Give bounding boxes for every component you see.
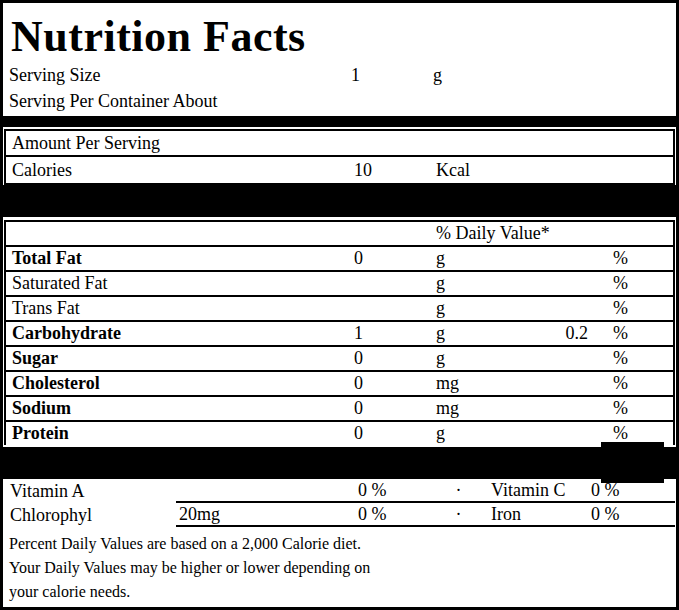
separator-bar-notch — [601, 442, 664, 483]
table-row-protein: Protein 0 g % — [6, 422, 673, 445]
daily-value-header: % Daily Value* — [436, 223, 550, 244]
nutrient-percent-sign: % — [596, 323, 673, 344]
daily-value-header-row: % Daily Value* — [6, 222, 673, 247]
nutrient-percent-sign: % — [596, 423, 673, 444]
amount-per-serving-label: Amount Per Serving — [12, 133, 160, 154]
vitamin-name: Chlorophyl — [4, 503, 176, 527]
nutrient-daily-value: 0.2 — [551, 323, 596, 344]
daily-value-table: % Daily Value* Total Fat 0 g % Saturated… — [4, 220, 675, 445]
footnote-line-2: Your Daily Values may be higher or lower… — [9, 556, 676, 580]
calories-value: 10 — [351, 160, 436, 181]
nutrient-percent-sign: % — [596, 398, 673, 419]
vitamin-name-2: Vitamin C — [486, 480, 586, 501]
vitamin-name: Vitamin A — [4, 479, 176, 503]
nutrient-unit: g — [436, 423, 551, 444]
separator-bar-thin — [3, 116, 676, 127]
calories-label: Calories — [6, 160, 351, 181]
bullet-separator: · — [431, 504, 486, 525]
vitamin-percent: 0 % — [346, 504, 431, 525]
nutrient-name: Trans Fat — [6, 298, 351, 319]
nutrient-name: Saturated Fat — [6, 273, 351, 294]
table-row-sugar: Sugar 0 g % — [6, 347, 673, 372]
table-row-trans-fat: Trans Fat g % — [6, 297, 673, 322]
nutrient-unit: g — [436, 273, 551, 294]
nutrient-percent-sign: % — [596, 373, 673, 394]
serving-size-unit: g — [433, 65, 548, 86]
nutrient-unit: g — [436, 323, 551, 344]
separator-bar-thick-bottom — [3, 447, 676, 479]
nutrient-name: Carbohydrate — [6, 323, 351, 344]
vitamins-section: Vitamin A 0 % · Vitamin C 0 % Chlorophyl… — [4, 479, 675, 527]
nutrient-unit: g — [436, 248, 551, 269]
vitamin-name-2: Iron — [486, 504, 586, 525]
nutrient-amount: 1 — [351, 323, 436, 344]
serving-size-label: Serving Size — [3, 65, 348, 86]
table-row-sodium: Sodium 0 mg % — [6, 397, 673, 422]
nutrient-amount: 0 — [351, 373, 436, 394]
footnote-line-3: your calorie needs. — [9, 580, 676, 604]
table-row-chlorophyl: Chlorophyl 20mg 0 % · Iron 0 % — [4, 503, 675, 527]
nutrient-name: Sugar — [6, 348, 351, 369]
vitamin-percent: 0 % — [346, 480, 431, 501]
nutrient-amount: 0 — [351, 348, 436, 369]
nutrient-amount: 0 — [351, 423, 436, 444]
footnote-line-1: Percent Daily Values are based on a 2,00… — [9, 532, 676, 556]
serving-per-container-label: Serving Per Container About — [9, 91, 217, 112]
nutrition-facts-label: Nutrition Facts Serving Size 1 g Serving… — [0, 0, 679, 610]
table-row-carbohydrate: Carbohydrate 1 g 0.2 % — [6, 322, 673, 347]
serving-size-row: Serving Size 1 g — [3, 63, 676, 88]
page-title: Nutrition Facts — [3, 3, 676, 63]
nutrient-unit: mg — [436, 398, 551, 419]
nutrient-percent-sign: % — [596, 348, 673, 369]
serving-per-container-row: Serving Per Container About — [3, 88, 676, 114]
nutrient-unit: mg — [436, 373, 551, 394]
nutrient-name: Total Fat — [6, 248, 351, 269]
table-row-cholesterol: Cholesterol 0 mg % — [6, 372, 673, 397]
table-row-total-fat: Total Fat 0 g % — [6, 247, 673, 272]
footnote: Percent Daily Values are based on a 2,00… — [3, 527, 676, 604]
amount-per-serving-box: Amount Per Serving Calories 10 Kcal — [4, 129, 675, 185]
nutrient-unit: g — [436, 348, 551, 369]
serving-size-value: 1 — [348, 65, 433, 86]
nutrient-amount: 0 — [351, 248, 436, 269]
bullet-separator: · — [431, 480, 486, 501]
nutrient-percent-sign: % — [596, 273, 673, 294]
nutrient-name: Cholesterol — [6, 373, 351, 394]
nutrient-name: Protein — [6, 423, 351, 444]
nutrient-unit: g — [436, 298, 551, 319]
vitamin-amount: 20mg — [176, 504, 346, 525]
nutrient-percent-sign: % — [596, 298, 673, 319]
nutrient-name: Sodium — [6, 398, 351, 419]
vitamin-percent-2: 0 % — [586, 504, 675, 525]
separator-bar-thick-top — [3, 185, 676, 217]
calories-unit: Kcal — [436, 160, 551, 181]
nutrient-amount: 0 — [351, 398, 436, 419]
amount-per-serving-row: Amount Per Serving — [6, 131, 673, 157]
nutrient-percent-sign: % — [596, 248, 673, 269]
table-row-vitamin-a: Vitamin A 0 % · Vitamin C 0 % — [4, 479, 675, 503]
table-row-saturated-fat: Saturated Fat g % — [6, 272, 673, 297]
calories-row: Calories 10 Kcal — [6, 157, 673, 183]
